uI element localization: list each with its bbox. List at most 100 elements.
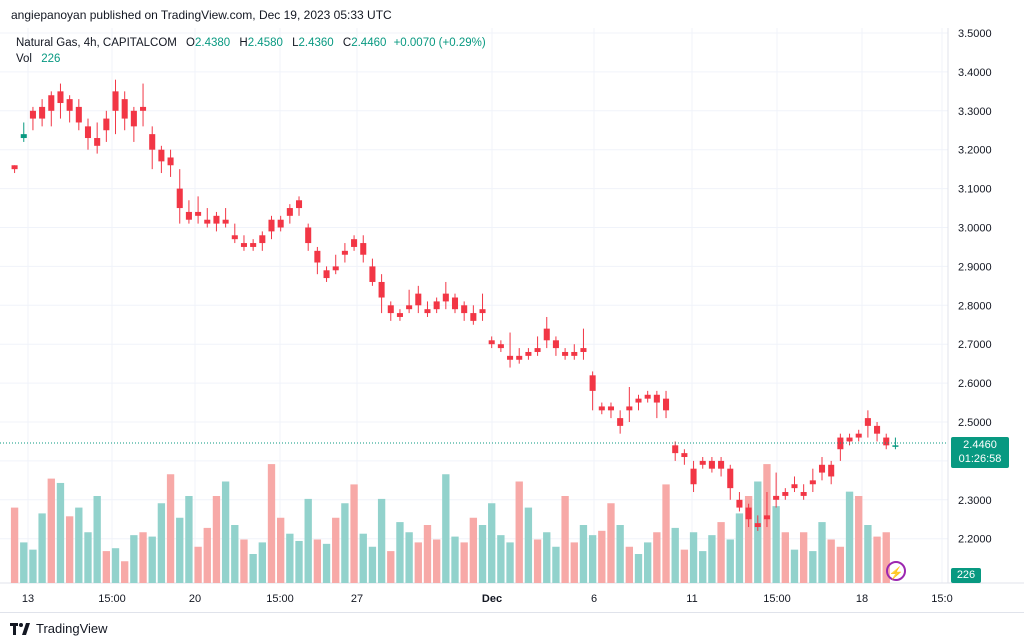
candle-body bbox=[782, 492, 789, 496]
volume-bar bbox=[478, 525, 487, 583]
x-tick-label: 13 bbox=[22, 593, 34, 605]
candle-body bbox=[892, 445, 899, 447]
volume-bar bbox=[790, 549, 799, 583]
volume-bar bbox=[387, 551, 395, 583]
candle-body bbox=[424, 309, 431, 314]
x-tick-label: 15:00 bbox=[266, 593, 294, 605]
volume-bar bbox=[533, 539, 542, 583]
last-price: 2.4460 bbox=[963, 439, 997, 451]
volume-bar bbox=[377, 498, 386, 583]
x-tick-label: 18 bbox=[856, 593, 868, 605]
candle-body bbox=[158, 149, 165, 162]
volume-value: 226 bbox=[41, 53, 61, 65]
volume-bar bbox=[543, 532, 551, 583]
candle-body bbox=[745, 507, 752, 520]
volume-bar bbox=[111, 548, 120, 583]
candle-body bbox=[791, 484, 798, 489]
y-tick-label: 2.9000 bbox=[958, 261, 992, 273]
volume-bar bbox=[864, 525, 872, 583]
candle-body bbox=[864, 418, 871, 426]
volume-bar bbox=[157, 503, 166, 583]
volume-bar bbox=[203, 527, 211, 583]
candlestick-chart[interactable]: 3.5000 3.4000 3.3000 3.2000 3.1000 3.0000 2.90… bbox=[0, 28, 1024, 610]
candle-body bbox=[562, 351, 569, 356]
close-key: C bbox=[342, 37, 352, 49]
candle-body bbox=[607, 406, 615, 411]
volume-bar bbox=[396, 522, 404, 583]
candle-body bbox=[552, 340, 559, 349]
volume-bar bbox=[524, 507, 533, 583]
volume-bar bbox=[579, 525, 588, 583]
candle-body bbox=[84, 126, 92, 139]
lightning-icon[interactable]: ⚡ bbox=[886, 561, 906, 581]
volume-row: Vol 226 bbox=[16, 51, 486, 67]
volume-bar bbox=[258, 542, 266, 583]
candle-body bbox=[387, 305, 394, 314]
candle-body bbox=[185, 211, 192, 220]
volume-bar bbox=[845, 491, 854, 583]
x-tick-label: 6 bbox=[591, 593, 597, 605]
candle-body bbox=[736, 499, 743, 508]
candle-body bbox=[855, 433, 862, 438]
candle-body bbox=[763, 515, 770, 520]
candle-body bbox=[29, 110, 36, 119]
volume-bar bbox=[469, 517, 478, 583]
candle-body bbox=[259, 235, 266, 244]
candle-body bbox=[800, 492, 807, 496]
volume-bar bbox=[341, 503, 349, 583]
volume-bar bbox=[359, 533, 367, 583]
footer: TradingView bbox=[0, 612, 1024, 644]
volume-bar bbox=[799, 532, 808, 583]
close-value: 2.4460 bbox=[351, 37, 387, 49]
candle-body bbox=[295, 200, 303, 209]
volume-bar bbox=[176, 517, 184, 583]
y-tick-label: 3.4000 bbox=[958, 67, 992, 79]
x-tick-label: 20 bbox=[189, 593, 201, 605]
volume-bar bbox=[726, 539, 734, 583]
candle-body bbox=[653, 394, 660, 403]
candle-body bbox=[195, 211, 202, 216]
low-key: L bbox=[292, 37, 299, 49]
candle-body bbox=[57, 91, 64, 104]
volume-bar bbox=[809, 551, 817, 583]
volume-bar bbox=[249, 554, 257, 583]
volume-bar bbox=[836, 546, 845, 583]
volume-bar bbox=[313, 539, 322, 583]
candle-body bbox=[39, 106, 46, 119]
candle-body bbox=[461, 305, 468, 314]
volume-bar bbox=[56, 482, 65, 583]
chart-area[interactable]: 3.5000 3.4000 3.3000 3.2000 3.1000 3.0000 2.90… bbox=[0, 28, 1024, 610]
volume-bar bbox=[93, 496, 101, 583]
tradingview-logo[interactable]: TradingView bbox=[10, 621, 108, 636]
y-tick-label: 3.3000 bbox=[958, 106, 992, 118]
candle-body bbox=[213, 215, 220, 224]
publisher-text: angiepanoyan published on TradingView.co… bbox=[11, 8, 392, 22]
volume-bar bbox=[221, 481, 230, 583]
volume-bar bbox=[185, 496, 193, 583]
volume-key: Vol bbox=[16, 53, 32, 65]
volume-bar bbox=[231, 525, 239, 583]
volume-bar bbox=[616, 525, 624, 583]
ohlc-row: Natural Gas, 4h, CAPITALCOM O2.4380 H2.4… bbox=[16, 35, 486, 51]
volume-bar bbox=[515, 481, 523, 583]
high-key: H bbox=[239, 37, 248, 49]
volume-bar bbox=[405, 532, 413, 583]
volume-bar bbox=[708, 535, 716, 583]
candle-body bbox=[406, 305, 413, 310]
x-tick-label: Dec bbox=[482, 593, 502, 605]
x-tick-label: 27 bbox=[351, 593, 363, 605]
candle-body bbox=[305, 227, 312, 244]
volume-bar bbox=[423, 525, 432, 583]
y-tick-label: 3.5000 bbox=[958, 28, 992, 40]
candle-body bbox=[204, 219, 211, 224]
volume-bar bbox=[432, 539, 441, 583]
candle-body bbox=[708, 460, 715, 469]
volume-tag: 226 bbox=[951, 568, 981, 583]
candle-body bbox=[874, 425, 881, 434]
volume-bar bbox=[717, 522, 725, 583]
candle-body bbox=[507, 355, 514, 360]
candle-body bbox=[598, 406, 605, 411]
publish-header: angiepanoyan published on TradingView.co… bbox=[0, 0, 1024, 28]
y-tick-label: 2.5000 bbox=[958, 417, 992, 429]
volume-bar bbox=[47, 478, 55, 583]
